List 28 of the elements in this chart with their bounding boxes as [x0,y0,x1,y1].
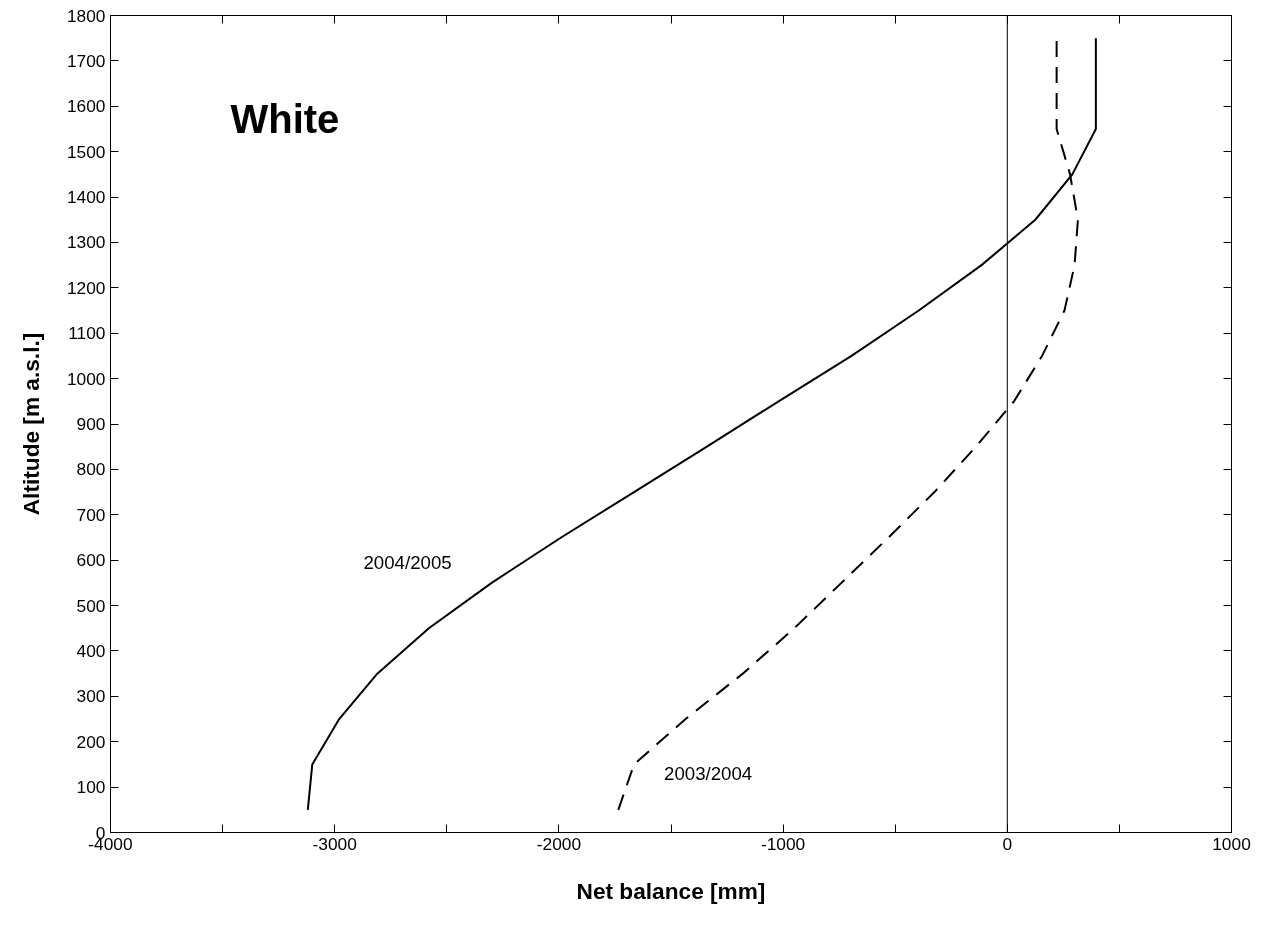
y-tick-label: 200 [76,731,106,752]
x-tick-label: 0 [1002,833,1013,854]
y-tick-label: 1700 [66,50,106,71]
series-label: 2004/2005 [363,551,452,573]
y-tick-label: 300 [76,686,106,707]
y-tick-label: 700 [76,504,106,525]
series-label: 2003/2004 [664,763,753,785]
y-tick-label: 1500 [66,141,106,162]
y-axis-title: Altitude [m a.s.l.] [17,332,44,516]
annotation: White [230,96,340,141]
y-tick-label: 1000 [66,368,106,389]
y-tick-label: 500 [76,595,106,616]
y-tick-label: 900 [76,414,106,434]
x-tick-label: -2000 [536,833,582,854]
y-tick-label: 1600 [66,96,106,117]
x-tick-label: 1000 [1212,833,1251,854]
y-tick-label: 1400 [66,187,106,208]
y-tick-label: 1100 [68,323,106,344]
x-tick-label: -3000 [312,833,357,854]
y-tick-label: 600 [76,550,106,571]
x-axis-title: Net balance [mm] [576,877,766,904]
y-tick-label: 100 [76,777,106,798]
y-tick-label: 1200 [66,277,106,298]
y-tick-label: 400 [76,640,106,661]
x-tick-label: -1000 [760,833,806,854]
y-tick-label: 800 [76,459,106,480]
y-tick-label: 1800 [66,5,106,26]
y-tick-label: 1300 [66,232,106,253]
